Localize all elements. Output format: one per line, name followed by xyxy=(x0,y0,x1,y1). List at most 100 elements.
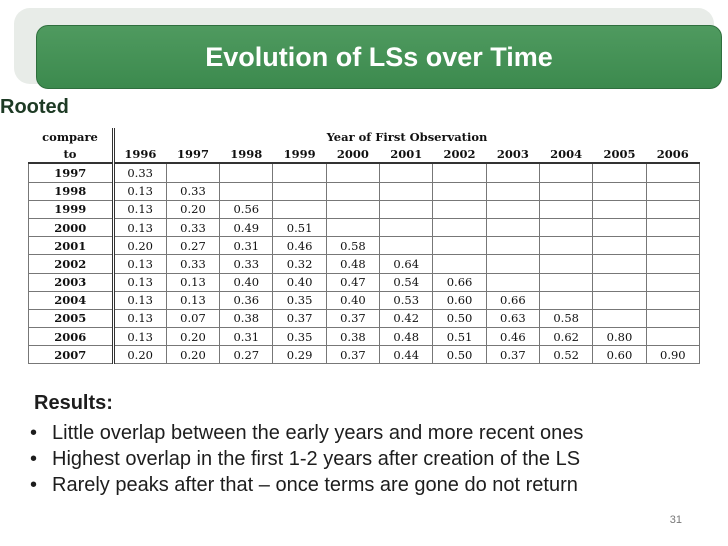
bullet-text: Highest overlap in the first 1-2 years a… xyxy=(52,448,581,470)
table-cell: 0.40 xyxy=(219,272,274,292)
table-cell: 0.20 xyxy=(165,327,221,347)
page-number: 31 xyxy=(669,514,682,526)
table-cell: 0.53 xyxy=(379,290,434,310)
table-cell xyxy=(379,162,434,183)
table-cell: 0.80 xyxy=(592,327,647,347)
table-cell xyxy=(379,236,434,256)
table-cell: 0.33 xyxy=(165,217,221,238)
column-header: 1997 xyxy=(166,145,220,165)
section-label: Rooted xyxy=(0,96,69,118)
table-cell xyxy=(538,199,594,219)
table-cell xyxy=(592,236,647,256)
table-cell: 0.13 xyxy=(165,290,221,310)
table-cell: 0.32 xyxy=(272,254,327,274)
bullet-text: Little overlap between the early years a… xyxy=(52,422,584,444)
row-year: 2002 xyxy=(28,254,115,274)
table-cell: 0.33 xyxy=(165,181,221,201)
table-cell: 0.47 xyxy=(325,272,381,292)
table-cell xyxy=(538,272,594,292)
table-cell: 0.50 xyxy=(432,345,487,365)
table-cell: 0.35 xyxy=(272,290,327,310)
table-cell xyxy=(592,217,647,238)
table-cell xyxy=(432,254,487,274)
table-cell xyxy=(538,254,594,274)
table-cell xyxy=(325,199,381,219)
table-cell: 0.37 xyxy=(272,308,327,329)
title-banner: Evolution of LSs over Time xyxy=(14,8,722,89)
table-cell: 0.90 xyxy=(645,345,701,365)
row-year: 2006 xyxy=(28,327,115,347)
table-cell xyxy=(645,217,701,238)
table-cell: 0.58 xyxy=(538,308,594,329)
table-cell xyxy=(592,308,647,329)
span-header: Year of First Observation xyxy=(326,129,488,144)
table-cell xyxy=(645,290,701,310)
table-cell: 0.33 xyxy=(165,254,221,274)
table-cell: 0.13 xyxy=(112,327,167,347)
row-year: 2007 xyxy=(28,345,115,365)
table-cell xyxy=(645,308,701,329)
row-year: 2004 xyxy=(28,290,115,310)
table-cell xyxy=(538,290,594,310)
table-cell: 0.42 xyxy=(379,308,434,329)
row-year: 1999 xyxy=(28,199,115,219)
table-cell: 0.51 xyxy=(272,217,327,238)
slide-title: Evolution of LSs over Time xyxy=(205,41,553,72)
bullet-text: Rarely peaks after that – once terms are… xyxy=(52,474,578,496)
table-cell: 0.60 xyxy=(592,345,647,365)
table-cell xyxy=(538,162,594,183)
table-cell: 0.63 xyxy=(485,308,541,329)
table-cell xyxy=(592,162,647,183)
table-cell xyxy=(645,327,701,347)
row-year: 2001 xyxy=(28,236,115,256)
table-cell: 0.31 xyxy=(219,236,274,256)
table-cell xyxy=(645,199,701,219)
table-cell: 0.66 xyxy=(485,290,541,310)
table-row: 1997 0.33 xyxy=(28,162,701,183)
bullet-icon: • xyxy=(30,474,38,496)
table-cell: 0.60 xyxy=(432,290,487,310)
bullet-item: • Little overlap between the early years … xyxy=(30,420,720,446)
table-cell: 0.54 xyxy=(379,272,434,292)
table-cell xyxy=(485,181,541,201)
table-cell: 0.29 xyxy=(272,345,327,365)
corner-label-line2: to xyxy=(28,145,115,165)
table-cell xyxy=(272,199,327,219)
table-cell: 0.40 xyxy=(272,272,327,292)
table-cell xyxy=(645,236,701,256)
table-cell xyxy=(272,181,327,201)
column-header: 2000 xyxy=(326,145,380,165)
table-body: 1997 0.33 1998 0.13 0.33 1999 0.13 0.20 0.56 2000… xyxy=(28,162,701,365)
table-cell xyxy=(592,254,647,274)
table-row: 2005 0.13 0.07 0.38 0.37 0.37 0.42 0.50 0.63 0.58 xyxy=(28,308,701,329)
table-cell xyxy=(432,181,487,201)
table-row: 2000 0.13 0.33 0.49 0.51 xyxy=(28,217,701,238)
table-cell: 0.13 xyxy=(112,272,167,292)
table-cell: 0.31 xyxy=(219,327,274,347)
table-cell: 0.13 xyxy=(112,217,167,238)
table-cell xyxy=(538,181,594,201)
table-row: 2002 0.13 0.33 0.33 0.32 0.48 0.64 xyxy=(28,254,701,274)
table-cell: 0.37 xyxy=(485,345,541,365)
table-header-row: compare Year of First Observation xyxy=(28,128,700,146)
column-header: 2006 xyxy=(646,145,700,165)
table-row: 2006 0.13 0.20 0.31 0.35 0.38 0.48 0.51 0.46 0.62… xyxy=(28,327,701,347)
table-cell xyxy=(538,236,594,256)
table-cell xyxy=(272,162,327,183)
table-cell xyxy=(485,272,541,292)
results-list: • Little overlap between the early years … xyxy=(30,420,720,498)
table-cell xyxy=(592,181,647,201)
column-header-row: to 1996 1997 1998 1999 2000 2001 2002 2003 2004 2… xyxy=(28,145,700,165)
row-year: 1997 xyxy=(28,162,115,183)
row-year: 1998 xyxy=(28,181,115,201)
table-cell xyxy=(645,254,701,274)
table-cell xyxy=(432,217,487,238)
table-cell: 0.20 xyxy=(112,345,167,365)
table-cell xyxy=(432,236,487,256)
table-cell xyxy=(485,162,541,183)
table-cell: 0.13 xyxy=(112,290,167,310)
table-cell: 0.20 xyxy=(112,236,167,256)
table-cell xyxy=(592,290,647,310)
table-cell xyxy=(645,272,701,292)
table-cell: 0.56 xyxy=(219,199,274,219)
